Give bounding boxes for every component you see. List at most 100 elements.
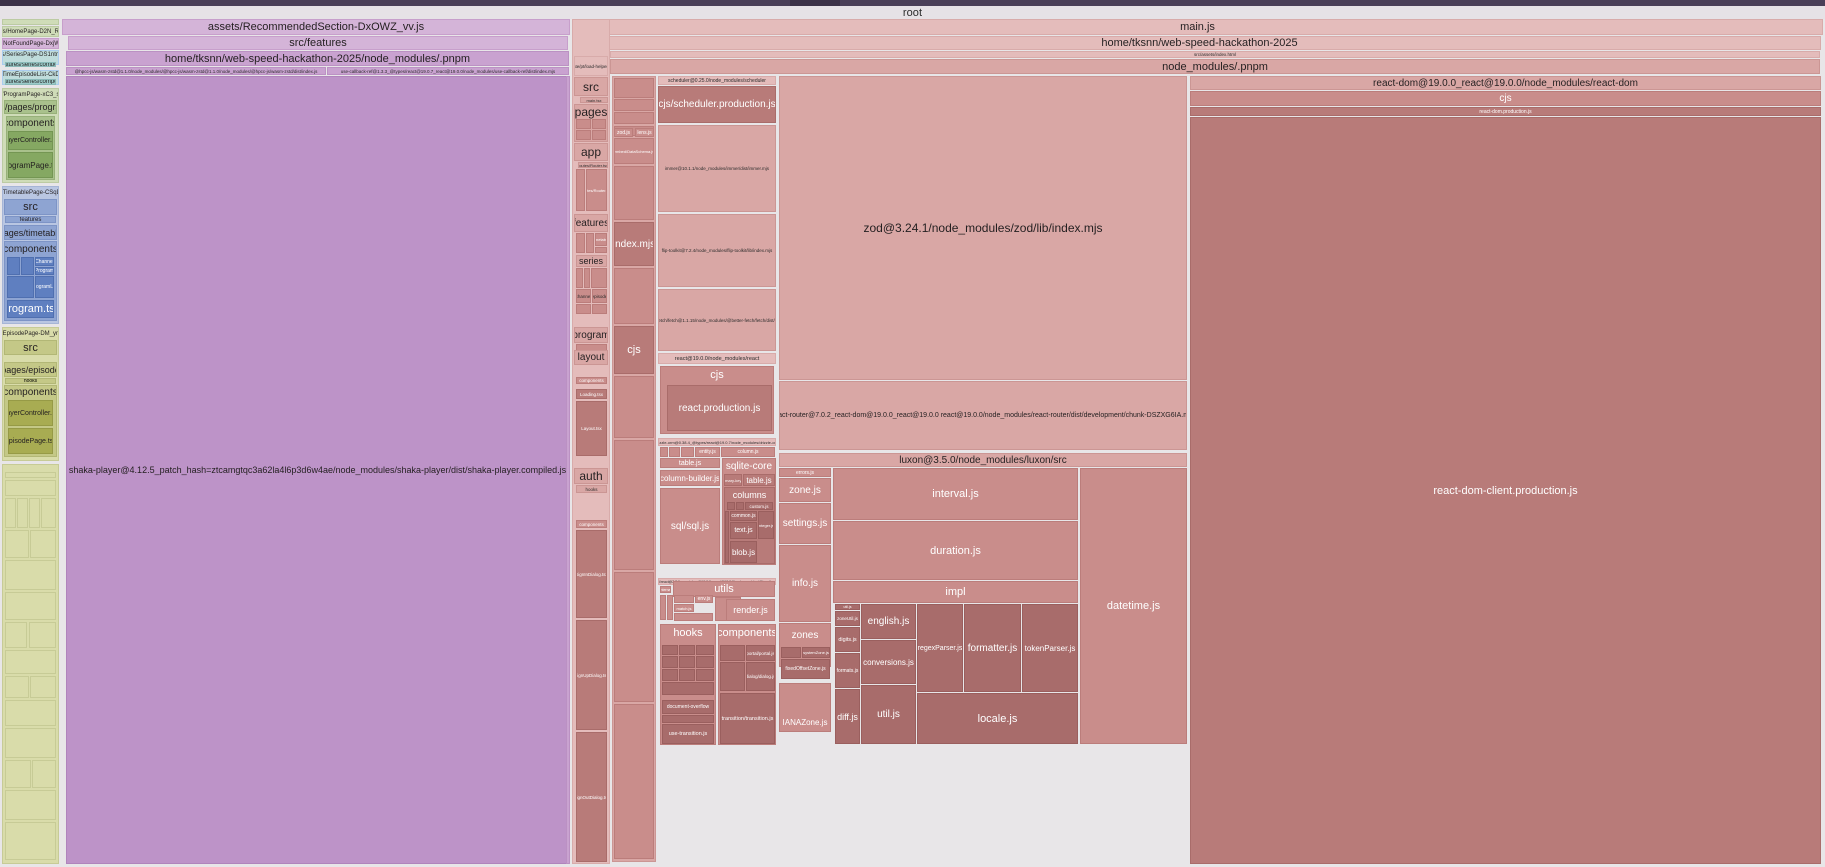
tile-sqlite-table-js[interactable]: table.js: [743, 474, 775, 486]
tile-shaka-player[interactable]: shaka-player@4.12.5_patch_hash=ztcamgtqc…: [66, 76, 569, 864]
tile-env-js[interactable]: env.js: [695, 595, 713, 603]
tile-misc-21[interactable]: [5, 822, 56, 860]
tile-thin-7[interactable]: [614, 376, 654, 438]
tile-date-fns[interactable]: Date/pt/load-helper.js: [574, 56, 608, 76]
tile-pages-b[interactable]: [592, 119, 606, 129]
tile-series-b[interactable]: [584, 268, 590, 288]
tile-misc-13[interactable]: [5, 650, 56, 674]
tile-comp-b[interactable]: [720, 662, 745, 691]
tile-features-node[interactable]: features: [574, 214, 608, 232]
tile-misc-2[interactable]: [5, 480, 56, 496]
tile-text-js[interactable]: text.js: [730, 522, 757, 539]
tile-misc-3[interactable]: [5, 498, 16, 528]
tile-misc-11[interactable]: [5, 622, 27, 648]
tile-homepage-asset[interactable]: assets/HomePage-D2N_RC0.js: [2, 26, 59, 37]
tile-regexparser-js[interactable]: regexParser.js: [917, 604, 963, 692]
tile-diff-js[interactable]: diff.js: [835, 689, 860, 744]
tile-conversions-js[interactable]: conversions.js: [861, 640, 916, 684]
tile-main-js[interactable]: main.js: [572, 19, 1823, 35]
tile-layout-tsx[interactable]: Layout.tsx: [576, 401, 607, 456]
tile-misc-6[interactable]: [41, 498, 56, 528]
tile-misc-9[interactable]: [5, 560, 56, 590]
tile-features[interactable]: features: [5, 216, 56, 223]
tile-auth-node[interactable]: auth: [574, 468, 608, 484]
tile-scheduler-path[interactable]: scheduler@0.25.0/node_modules/scheduler: [658, 76, 776, 85]
tile-layout-components[interactable]: components: [576, 377, 607, 384]
tile-pages-c[interactable]: [576, 130, 591, 140]
tile-wasm-zstd[interactable]: @hpcc-js/wasm-zstd@1.1.0/node_modules/@h…: [66, 67, 326, 75]
tile-fixedoffsetzone-js[interactable]: fixedOffsetZone.js: [781, 659, 830, 679]
tile-src[interactable]: src: [4, 199, 57, 215]
tile-thin-9[interactable]: [614, 572, 654, 702]
tile-tokenparser-js[interactable]: tokenParser.js: [1022, 604, 1078, 692]
tile-program-tsx[interactable]: Program.tsx: [7, 300, 54, 318]
tile-feat-a[interactable]: [576, 233, 585, 253]
tile-home-path[interactable]: home/tksnn/web-speed-hackathon-2025: [578, 36, 1821, 50]
tile-thin-1[interactable]: [614, 78, 654, 98]
tile-col-b[interactable]: [736, 502, 744, 510]
tile-react-dom-cjs[interactable]: cjs: [1190, 91, 1821, 106]
tile-zod[interactable]: zod@3.24.1/node_modules/zod/lib/index.mj…: [779, 76, 1187, 380]
tile-misc-8[interactable]: [30, 530, 56, 558]
tile-systemzone-js[interactable]: systemZone.js: [802, 647, 830, 658]
tile-misc-20[interactable]: [5, 790, 56, 820]
tile-column-builder-js[interactable]: column-builder.js: [660, 470, 720, 486]
tile-locale-js[interactable]: locale.js: [917, 693, 1078, 744]
tile-errors-js[interactable]: errors.js: [779, 468, 831, 477]
tile-index-mjs[interactable]: index.mjs: [614, 222, 654, 266]
tile-misc-10[interactable]: [5, 592, 56, 620]
tile-misc-18[interactable]: [5, 760, 31, 788]
tile-react-router[interactable]: react-router@7.0.2_react-dom@19.0.0_reac…: [779, 381, 1187, 450]
tile-util-js[interactable]: util.js: [861, 685, 916, 744]
tile-timetable-sub-a[interactable]: [7, 257, 20, 275]
tile-timetable-sub-b[interactable]: [21, 257, 34, 275]
tile-recommendedsection-asset[interactable]: assets/RecommendedSection-DxOWZ_vv.js: [62, 19, 570, 35]
tile-app[interactable]: app: [574, 143, 608, 161]
tile-transition-js[interactable]: transition/transition.js: [720, 693, 775, 744]
tile-immer[interactable]: immer@10.1.1/node_modules/immer/dist/imm…: [658, 125, 776, 212]
tile-channel-node[interactable]: channel: [576, 289, 591, 303]
tile-react-dom-path[interactable]: react-dom@19.0.0_react@19.0.0/node_modul…: [1190, 76, 1821, 90]
tile-layout-node[interactable]: layout: [574, 350, 608, 365]
tile-misc-14[interactable]: [5, 676, 29, 698]
tile-hl-a[interactable]: [660, 595, 666, 620]
tile-misc-16[interactable]: [5, 700, 56, 726]
tile-episode-node[interactable]: episode: [592, 289, 607, 303]
tile-notfound-asset[interactable]: assets/NotFoundPage-DxjWImC.js: [2, 38, 59, 49]
tile-purple-right-edge[interactable]: [566, 76, 570, 864]
tile-comp-a[interactable]: [720, 645, 745, 661]
tile-misc-19[interactable]: [32, 760, 56, 788]
tile-zoneutil-js[interactable]: zoneUtil.js: [835, 611, 860, 626]
tile-auth-hooks[interactable]: hooks: [576, 485, 607, 493]
tile-series-c[interactable]: [591, 268, 607, 288]
tile-interval-js[interactable]: interval.js: [833, 468, 1078, 520]
tile-datetime-js[interactable]: datetime.js: [1080, 468, 1187, 744]
tile-src-pages-program[interactable]: src/pages/program: [4, 100, 57, 114]
tile-zones-a[interactable]: [781, 647, 801, 658]
tile-entity-js[interactable]: entity.js: [695, 447, 720, 457]
tile-loading-tsx[interactable]: Loading.tsx: [576, 389, 607, 399]
tile-playercontroller-tsx-1[interactable]: PlayerController.tsx: [8, 131, 53, 150]
tile-misc-17[interactable]: [5, 728, 56, 758]
tile-main-tsx[interactable]: main.tsx: [580, 97, 608, 103]
tile-hl-b[interactable]: [667, 595, 673, 620]
tile-digits-js[interactable]: digits.js: [835, 627, 860, 652]
tile-hook-5[interactable]: [679, 656, 695, 668]
tile-drizzle-header[interactable]: drizzle-orm@0.38.4_@types/react@19.0.7/n…: [658, 438, 776, 446]
tile-table-js[interactable]: table.js: [660, 458, 720, 468]
tile-auth-components[interactable]: components: [576, 520, 607, 528]
tile-series-components-2[interactable]: src/features/series/components: [5, 79, 56, 85]
tile-blob-js[interactable]: blob.js: [730, 541, 757, 563]
tile-feat-b[interactable]: [586, 233, 594, 253]
tile-app-a[interactable]: [576, 169, 585, 211]
tile-cjs-thin[interactable]: cjs: [614, 326, 654, 374]
tile-util-small[interactable]: util.js: [835, 604, 860, 610]
tile-episode-hooks[interactable]: hooks: [5, 378, 56, 384]
tile-custom-js[interactable]: custom.js: [745, 502, 773, 510]
tile-portal-js[interactable]: portal/portal.js: [746, 645, 775, 661]
tile-misc-12[interactable]: [29, 622, 56, 648]
tile-timetable-node[interactable]: timetable: [595, 233, 607, 246]
tile-series-a[interactable]: [576, 268, 583, 288]
tile-react-dom-client-production[interactable]: react-dom-client.production.js: [1190, 117, 1821, 864]
tile-hook-9[interactable]: [696, 669, 714, 681]
